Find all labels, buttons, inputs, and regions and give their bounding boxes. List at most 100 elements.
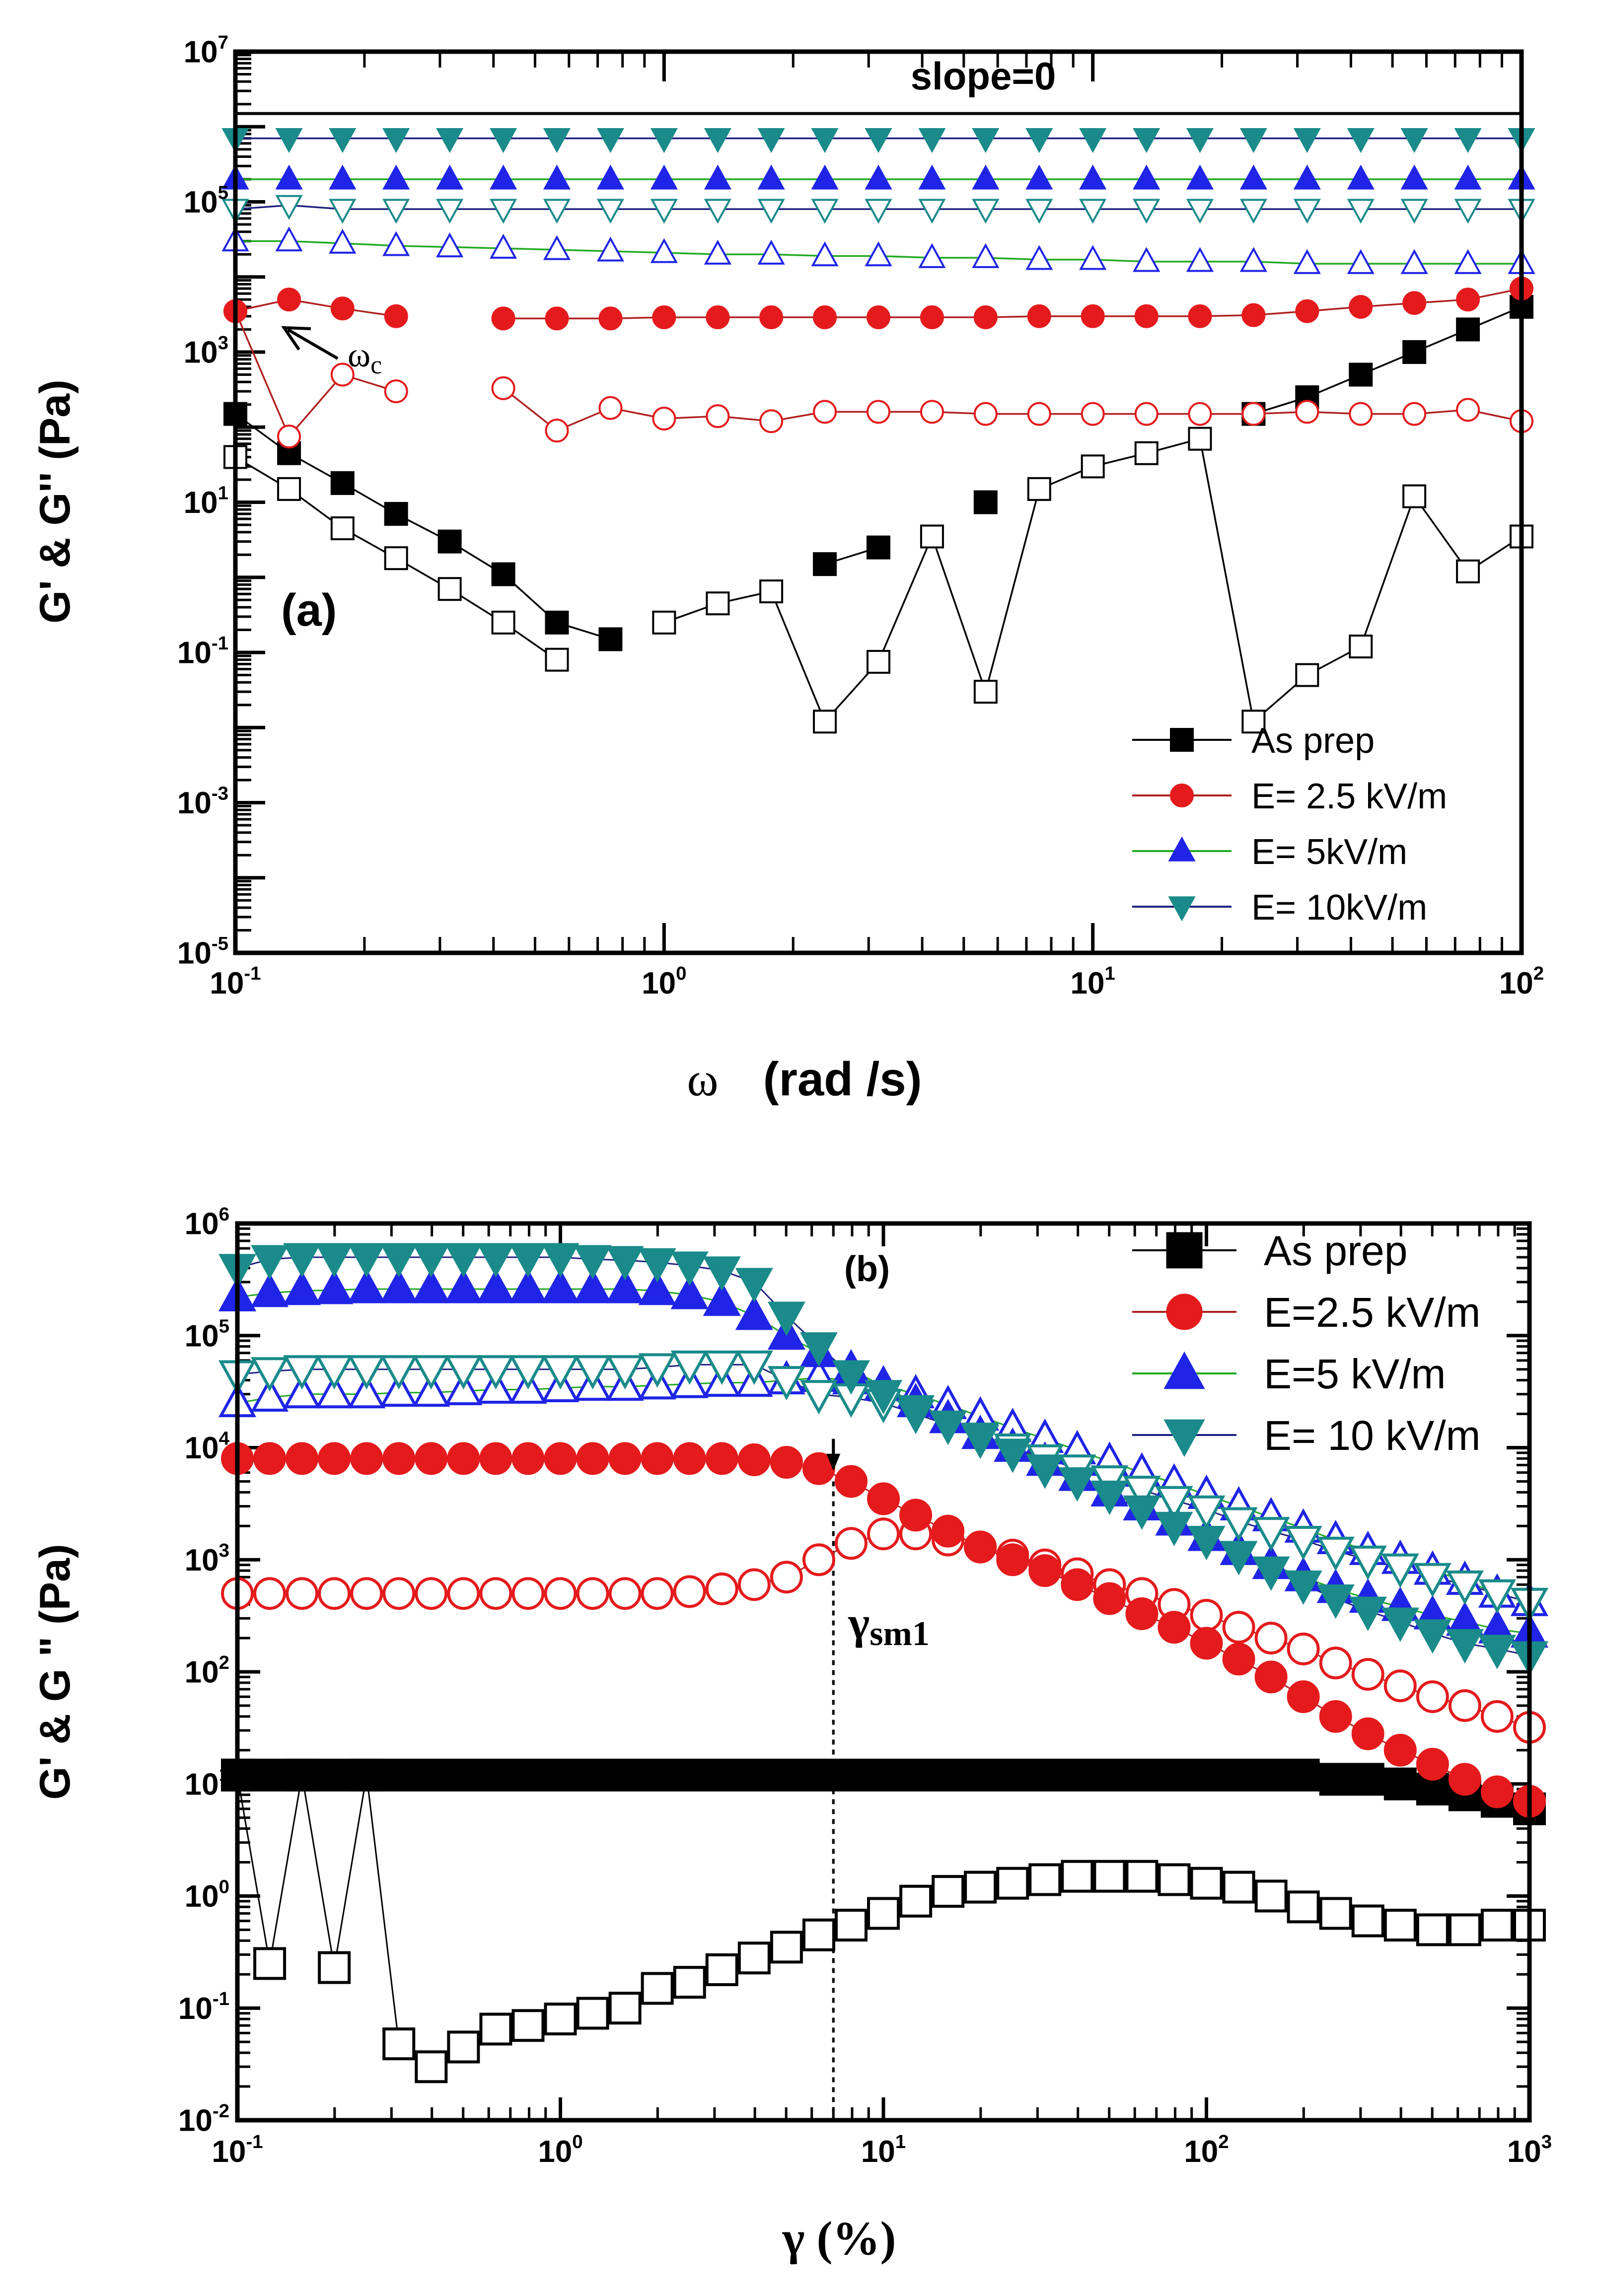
b-point-loss — [770, 1561, 803, 1594]
b-point-storage — [1187, 1525, 1226, 1561]
b-legend: As prep E=2.5 kV/m E=5 kV/m E= 10 kV/m — [1132, 1227, 1481, 1459]
b-point-loss — [1478, 1579, 1517, 1614]
a-point-storage — [384, 304, 408, 328]
b-point-storage — [994, 1438, 1032, 1473]
b-point-storage — [1061, 1568, 1094, 1601]
b-point-loss — [767, 1366, 805, 1401]
b-point-loss — [511, 2009, 545, 2042]
a-point-storage — [918, 164, 946, 190]
a-point-storage — [275, 128, 303, 153]
b-point-storage — [670, 1275, 709, 1309]
b-point-storage — [477, 1269, 515, 1303]
b-point-storage — [932, 1758, 965, 1792]
b-legend-label: E=2.5 kV/m — [1264, 1289, 1481, 1336]
b-point-storage — [1287, 1758, 1320, 1792]
a-point-loss — [1079, 245, 1107, 270]
a-point-storage — [1186, 128, 1214, 153]
a-point-storage — [543, 164, 571, 190]
a-point-storage — [866, 305, 890, 330]
b-x-axis-title: γ (%) — [782, 2212, 896, 2265]
b-point-storage — [1123, 1495, 1161, 1530]
a-point-storage — [1456, 287, 1480, 312]
a-point-storage — [972, 164, 1000, 190]
b-legend-label: E=5 kV/m — [1264, 1351, 1446, 1397]
a-point-loss — [811, 199, 839, 224]
a-point-loss — [1349, 402, 1373, 426]
b-point-loss — [509, 1355, 547, 1390]
a-legend-marker — [1168, 896, 1196, 922]
b-point-loss — [1287, 1890, 1320, 1924]
b-point-loss — [641, 1577, 674, 1610]
b-point-storage — [961, 1425, 1000, 1459]
b-point-loss — [867, 1517, 900, 1551]
a-point-loss — [866, 649, 890, 674]
b-point-loss — [608, 1577, 642, 1610]
b-point-loss — [1480, 1700, 1514, 1733]
a-point-loss — [650, 199, 678, 224]
b-point-loss — [703, 1350, 741, 1385]
b-point-storage — [350, 1758, 383, 1792]
b-point-loss — [705, 1953, 738, 1986]
b-point-loss — [286, 1577, 319, 1610]
b-point-loss — [735, 1350, 773, 1385]
a-point-loss — [866, 400, 890, 424]
a-point-loss — [1241, 710, 1266, 734]
a-point-storage — [1079, 128, 1107, 153]
a-y-tick-label: 10-3 — [177, 783, 228, 820]
b-point-loss — [1123, 1476, 1161, 1510]
b-point-loss — [1416, 1680, 1449, 1714]
a-point-loss — [277, 425, 301, 449]
b-point-loss — [350, 1577, 383, 1610]
a-point-storage — [811, 128, 839, 153]
b-point-storage — [802, 1758, 835, 1792]
b-point-storage — [1446, 1629, 1484, 1664]
a-point-loss — [382, 199, 410, 224]
b-point-storage — [1287, 1680, 1320, 1714]
b-point-storage — [964, 1530, 997, 1564]
a-point-loss — [1239, 199, 1267, 224]
b-point-loss — [802, 1918, 835, 1951]
a-point-loss — [704, 239, 731, 265]
b-point-storage — [286, 1442, 319, 1475]
a-point-storage — [545, 610, 569, 635]
b-point-loss — [1448, 1913, 1481, 1946]
b-legend-marker — [1163, 1419, 1205, 1457]
b-point-loss — [1383, 1669, 1417, 1703]
b-point-storage — [703, 1256, 741, 1291]
b-point-loss — [638, 1353, 676, 1388]
a-point-loss — [490, 199, 517, 224]
b-point-storage — [1093, 1582, 1126, 1615]
b-y-tick-label: 102 — [185, 1652, 229, 1690]
a-tick-labels: 10-1 100 101 102 10-5 10-3 10-1 101 103 105 107 — [177, 32, 1544, 1001]
b-point-loss — [479, 1577, 512, 1610]
a-point-storage — [973, 305, 998, 330]
b-point-storage — [1252, 1556, 1290, 1591]
b-point-loss — [1155, 1486, 1193, 1520]
b-point-storage — [1090, 1480, 1129, 1515]
a-point-loss — [543, 199, 571, 224]
b-point-loss — [415, 1577, 448, 1610]
b-point-loss — [253, 1947, 287, 1980]
a-point-storage — [1239, 164, 1267, 190]
b-point-storage — [574, 1245, 612, 1280]
b-point-loss — [705, 1572, 738, 1605]
b-point-loss — [380, 1372, 418, 1407]
b-point-loss — [1187, 1495, 1226, 1530]
a-point-loss — [1133, 199, 1161, 224]
a-point-storage — [1081, 304, 1105, 328]
b-point-storage — [479, 1442, 512, 1475]
a-point-storage — [277, 287, 301, 312]
a-point-loss — [1081, 454, 1105, 479]
a-point-storage — [436, 128, 464, 153]
b-point-loss — [1351, 1658, 1384, 1691]
a-point-storage — [275, 164, 303, 190]
b-point-storage — [382, 1442, 416, 1475]
b-point-storage — [1155, 1511, 1193, 1547]
a-point-loss — [972, 199, 1000, 224]
a-point-loss — [652, 610, 676, 635]
a-point-loss — [384, 546, 408, 571]
b-point-storage — [1381, 1607, 1419, 1642]
b-point-storage — [576, 1442, 609, 1475]
a-point-storage — [1025, 164, 1053, 190]
b-point-storage — [1125, 1758, 1159, 1792]
